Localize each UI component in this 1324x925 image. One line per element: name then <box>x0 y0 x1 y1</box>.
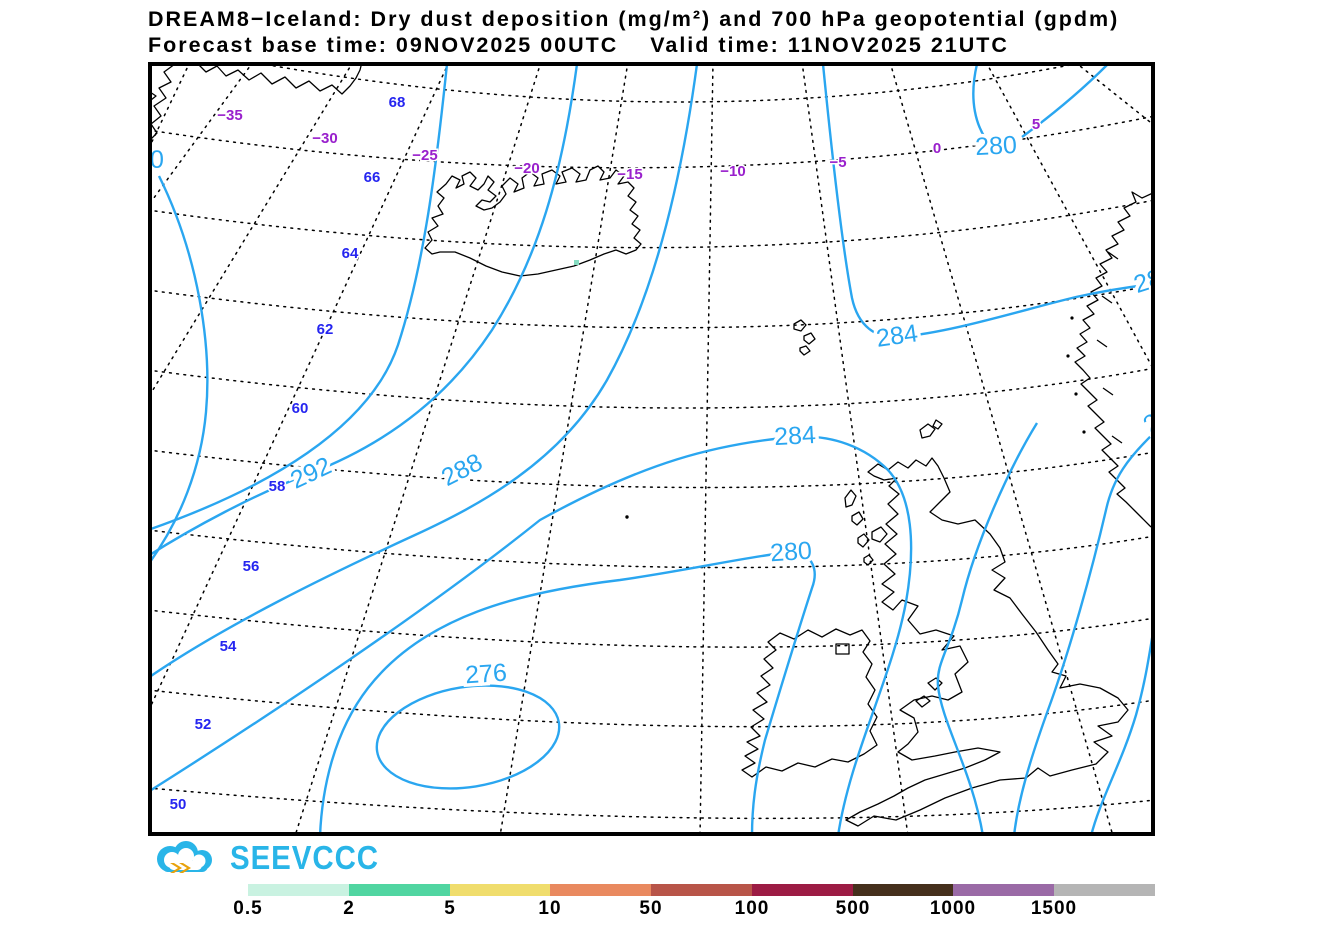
longitude-label: −35 <box>217 107 242 124</box>
colorbar-tick-label: 1000 <box>929 898 977 919</box>
longitude-label: −10 <box>720 163 745 180</box>
seevccc-logo: SEEVCCC <box>148 837 387 879</box>
colorbar-segment <box>953 884 1055 896</box>
latitude-label: 56 <box>243 558 260 575</box>
contour-276 <box>375 684 561 790</box>
contour-label: 280 <box>769 537 813 568</box>
latitude-label: 66 <box>364 169 381 186</box>
contour-label: 292 <box>286 451 336 494</box>
colorbar-tick-label: 10 <box>538 898 562 919</box>
latitude-labels: 68 66 64 62 60 58 56 54 52 50 <box>168 93 407 815</box>
longitude-label: −15 <box>617 166 642 183</box>
longitude-labels: −35 −30 −25 −20 −15 −10 −5 0 5 <box>216 106 1042 185</box>
anglesey-island <box>915 695 931 708</box>
longitude-label: 0 <box>933 140 941 157</box>
cloud-icon <box>157 841 212 873</box>
latitude-label: 68 <box>389 94 406 111</box>
contour-288-uk <box>936 422 1039 836</box>
lough-neagh <box>835 643 850 655</box>
longitude-label: −5 <box>829 154 846 171</box>
colorbar-tick-label: 50 <box>639 898 663 919</box>
colorbar-tick-label: 0.5 <box>233 898 263 919</box>
contour-label: 276 <box>464 659 508 690</box>
dust-deposit-speck <box>574 260 579 265</box>
map-canvas: −35 −30 −25 −20 −15 −10 −5 0 5 68 66 64 … <box>148 62 1155 836</box>
great-britain-coast <box>845 457 1129 827</box>
iceland-coast <box>424 165 642 277</box>
longitude-label: −25 <box>412 147 437 164</box>
graticule <box>148 62 1155 836</box>
hebrides-islands <box>844 489 888 566</box>
longitude-label: 5 <box>1032 116 1040 133</box>
colorbar-tick-label: 2 <box>343 898 355 919</box>
ireland-coast <box>741 628 878 778</box>
norway-islet <box>1066 354 1070 358</box>
map-subtitle: Forecast base time: 09NOV2025 00UTC Vali… <box>148 33 1009 57</box>
contour-296-uk <box>1089 619 1155 836</box>
colorbar-tick-label: 1500 <box>1030 898 1078 919</box>
colorbar-segment <box>449 884 551 896</box>
contour-280 <box>318 550 816 836</box>
contour-292-uk <box>1012 431 1155 836</box>
contour-284-north <box>821 63 1155 339</box>
faroe-islands <box>793 319 816 356</box>
colorbar-segment <box>550 884 652 896</box>
contour-label: 280 <box>974 131 1017 161</box>
rockall-islet <box>625 515 629 519</box>
latitude-label: 50 <box>170 796 187 813</box>
logo-text: SEEVCCC <box>230 838 380 877</box>
title-block: DREAM8−Iceland: Dry dust deposition (mg/… <box>148 6 1119 58</box>
map-border <box>148 62 1155 836</box>
map-title: DREAM8−Iceland: Dry dust deposition (mg/… <box>148 7 1120 31</box>
contour-label: 288 <box>437 448 487 492</box>
contour-288 <box>148 63 699 679</box>
norway-coast <box>1074 191 1155 531</box>
contour-label: 284 <box>773 421 816 451</box>
colorbar-tick-label: 500 <box>835 898 871 919</box>
longitude-label: −20 <box>514 160 539 177</box>
contour-284 <box>148 435 913 836</box>
norway-islet <box>1074 392 1078 396</box>
contour-label: 0 <box>150 146 164 174</box>
latitude-label: 62 <box>317 321 334 338</box>
colorbar-segment <box>852 884 954 896</box>
colorbar-tick-label: 100 <box>734 898 770 919</box>
latitude-label: 54 <box>220 638 237 655</box>
norway-islet <box>1070 316 1074 320</box>
colorbar-segment <box>1054 884 1156 896</box>
colorbar-segment <box>751 884 853 896</box>
norway-islet <box>1082 430 1086 434</box>
latitude-label: 60 <box>292 400 309 417</box>
geopotential-contours <box>148 63 1155 836</box>
contour-280-north <box>972 63 1108 149</box>
contour-label: 284 <box>874 319 919 353</box>
longitude-label: −30 <box>312 130 337 147</box>
coastlines <box>148 62 1155 827</box>
colorbar-segment <box>651 884 752 896</box>
contour-292 <box>148 63 579 558</box>
graticule-parallels <box>148 62 1155 820</box>
isle-of-man <box>927 677 943 691</box>
latitude-label: 58 <box>269 478 286 495</box>
dust-deposition-colorbar <box>248 884 1156 896</box>
colorbar-segment <box>348 884 450 896</box>
latitude-label: 64 <box>342 245 359 262</box>
contour-0 <box>149 175 209 563</box>
latitude-label: 52 <box>195 716 212 733</box>
contour-296 <box>148 63 449 532</box>
colorbar-tick-label: 5 <box>444 898 456 919</box>
graticule-meridians <box>148 62 1155 836</box>
colorbar-segment <box>248 884 349 896</box>
orkney-islands <box>919 419 943 439</box>
